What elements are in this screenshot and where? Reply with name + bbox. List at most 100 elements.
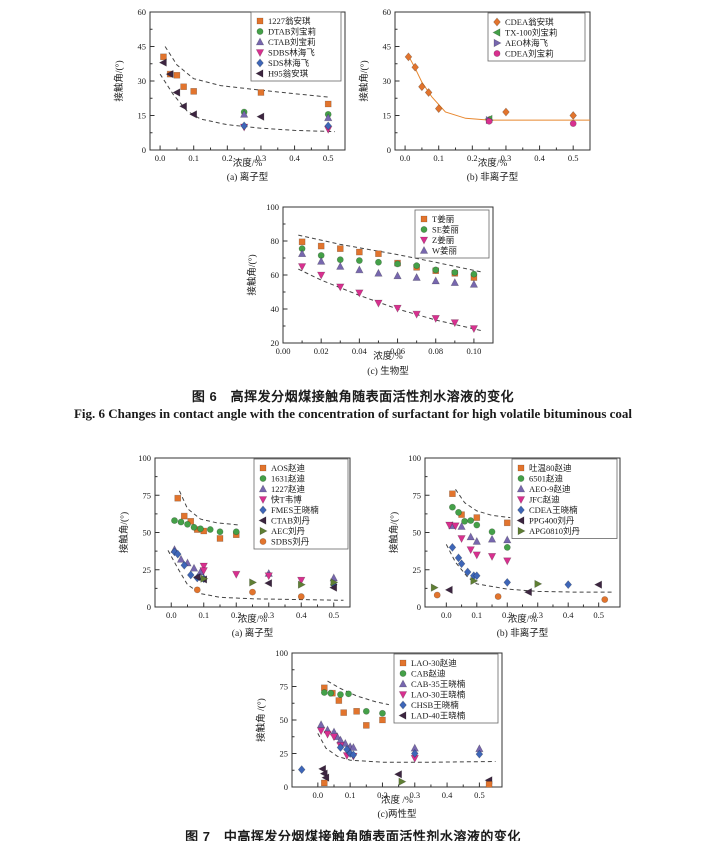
- legend-label: CTAB刘宝莉: [268, 37, 316, 47]
- subplot-subtitle: (a) 离子型: [232, 627, 274, 639]
- svg-text:0.5: 0.5: [474, 790, 485, 800]
- legend-label: LAO-30赵迪: [411, 658, 457, 668]
- legend-label: AEC刘丹: [271, 526, 306, 536]
- x-axis: 0.0 0.1 0.2 0.3 0.4 0.5: [400, 145, 579, 163]
- svg-text:0.2: 0.2: [222, 153, 233, 163]
- svg-text:0: 0: [147, 602, 151, 612]
- svg-text:0.3: 0.3: [256, 153, 267, 163]
- series-JFC赵迪: [445, 521, 512, 566]
- legend-label: CDEA王晓楠: [529, 505, 578, 515]
- svg-text:25: 25: [413, 565, 422, 575]
- legend-label: CTAB刘丹: [271, 516, 310, 526]
- legend-label: APG0810刘丹: [529, 526, 581, 536]
- figure7-amphoteric-chart: 0.0 0.1 0.2 0.3 0.4 0.5 0 25 50 75 100 浓度 /% 接触角 /(°…: [255, 648, 503, 820]
- x-axis-label: 浓度/%: [508, 613, 538, 625]
- series-6501赵迪: [449, 503, 511, 551]
- series-PPG400刘丹: [444, 580, 602, 597]
- svg-text:60: 60: [138, 7, 147, 17]
- y-axis-label: 接触角/(°): [246, 254, 258, 295]
- legend-label: T姜丽: [432, 214, 455, 224]
- extra-points: [398, 777, 407, 786]
- svg-text:75: 75: [143, 490, 152, 500]
- legend-label: TX-100刘宝莉: [505, 28, 557, 38]
- legend-label: CAB-35王晓楠: [411, 679, 466, 689]
- svg-text:45: 45: [138, 42, 147, 52]
- series-H95翁安琪: [158, 58, 265, 121]
- legend: 吐温80赵迪6501赵迪AEO-9赵迪JFC赵迪CDEA王晓楠PPG400刘丹A…: [511, 458, 618, 539]
- svg-text:0.1: 0.1: [345, 790, 356, 800]
- series-CDEA翁安琪: [404, 52, 577, 125]
- svg-text:0.1: 0.1: [198, 610, 209, 620]
- svg-text:0: 0: [142, 145, 146, 155]
- series-SDBS刘丹: [193, 586, 305, 600]
- series-SE姜丽: [298, 245, 478, 278]
- legend-label: 吐温80赵迪: [529, 463, 572, 473]
- svg-text:0.3: 0.3: [501, 153, 512, 163]
- y-axis: 20 40 60 80 100: [266, 202, 288, 348]
- figure7-ionic-chart: 0.0 0.1 0.2 0.3 0.4 0.5 0 25 50 75 100 浓度/% 接触角/(°) (…: [118, 453, 351, 639]
- y-axis-label: 接触角/(°): [113, 60, 125, 101]
- legend-label: CDEA刘宝莉: [505, 49, 554, 59]
- figure7-caption-zh: 图 7 中高挥发分烟煤接触角随表面活性剂水溶液的变化: [185, 829, 521, 841]
- legend-label: AEO林海飞: [505, 38, 548, 48]
- figure6-ionic-chart: 0.0 0.1 0.2 0.3 0.4 0.5 0 15 30 45 60 浓度/% 接触角/(°) (a…: [113, 7, 346, 183]
- series-CHSB王晓楠: [297, 743, 484, 775]
- figure7-nonionic-chart: 0.0 0.1 0.2 0.3 0.4 0.5 0 25 50 75 100 浓度/% 接触角/(°) (…: [388, 453, 621, 639]
- svg-text:0: 0: [387, 145, 391, 155]
- legend-label: PPG400刘丹: [529, 516, 575, 526]
- legend-label: 1227赵迪: [271, 484, 306, 494]
- legend-label: LAD-40王晓楠: [411, 711, 466, 721]
- trend-curve: [164, 46, 329, 98]
- svg-text:75: 75: [280, 682, 289, 692]
- legend-label: CHSB王晓楠: [411, 700, 459, 710]
- svg-text:0.4: 0.4: [534, 153, 545, 163]
- svg-text:0.2: 0.2: [231, 610, 242, 620]
- subplot-subtitle: (c)两性型: [377, 808, 417, 820]
- svg-text:50: 50: [413, 528, 422, 538]
- subplot-subtitle: (c) 生物型: [367, 365, 409, 377]
- series-1631赵迪: [171, 517, 240, 536]
- svg-text:0.1: 0.1: [188, 153, 199, 163]
- series-AEO-9赵迪: [448, 521, 512, 545]
- svg-text:0.5: 0.5: [328, 610, 339, 620]
- legend-label: SDBS刘丹: [271, 537, 310, 547]
- series-CDEA刘宝莉: [485, 117, 577, 127]
- svg-text:0.0: 0.0: [313, 790, 324, 800]
- svg-text:0.02: 0.02: [314, 346, 329, 356]
- svg-text:50: 50: [280, 715, 289, 725]
- svg-text:0.1: 0.1: [471, 610, 482, 620]
- extra-points: [433, 591, 609, 603]
- subplot-subtitle: (b) 非离子型: [497, 627, 549, 639]
- x-axis-label: 浓度/%: [238, 613, 268, 625]
- svg-text:0.3: 0.3: [263, 610, 274, 620]
- y-axis-label: 接触角/(°): [388, 512, 400, 553]
- svg-text:25: 25: [280, 749, 289, 759]
- series-SDBS林海飞: [239, 123, 333, 134]
- figure6-caption-zh: 图 6 高挥发分烟煤接触角随表面活性剂水溶液的变化: [191, 389, 515, 404]
- svg-text:15: 15: [383, 111, 392, 121]
- trend-curve: [159, 73, 335, 133]
- trend-curve: [445, 544, 614, 593]
- y-axis: 0 25 50 75 100: [408, 453, 430, 612]
- svg-text:15: 15: [138, 111, 147, 121]
- svg-text:100: 100: [275, 648, 288, 658]
- svg-text:25: 25: [143, 565, 152, 575]
- x-axis-label: 浓度/%: [478, 157, 508, 169]
- series-快T韦博: [199, 562, 306, 585]
- legend: LAO-30赵迪CAB赵迪CAB-35王晓楠LAO-30王晓楠CHSB王晓楠LA…: [393, 653, 499, 724]
- x-axis: 0.00 0.02 0.04 0.06 0.08 0.10: [276, 338, 481, 356]
- svg-text:40: 40: [271, 304, 280, 314]
- y-axis: 0 15 30 45 60: [383, 7, 400, 155]
- trend-curve: [298, 234, 484, 273]
- y-axis-label: 接触角/(°): [118, 512, 130, 553]
- svg-text:50: 50: [143, 528, 152, 538]
- legend: AOS赵迪1631赵迪1227赵迪快T韦博FMES王晓楠CTAB刘丹AEC刘丹S…: [253, 458, 349, 550]
- figure6-caption-en: Fig. 6 Changes in contact angle with the…: [73, 406, 633, 421]
- legend-label: CDEA翁安琪: [505, 17, 554, 27]
- series-AOS赵迪: [174, 494, 240, 542]
- svg-text:0.4: 0.4: [442, 790, 453, 800]
